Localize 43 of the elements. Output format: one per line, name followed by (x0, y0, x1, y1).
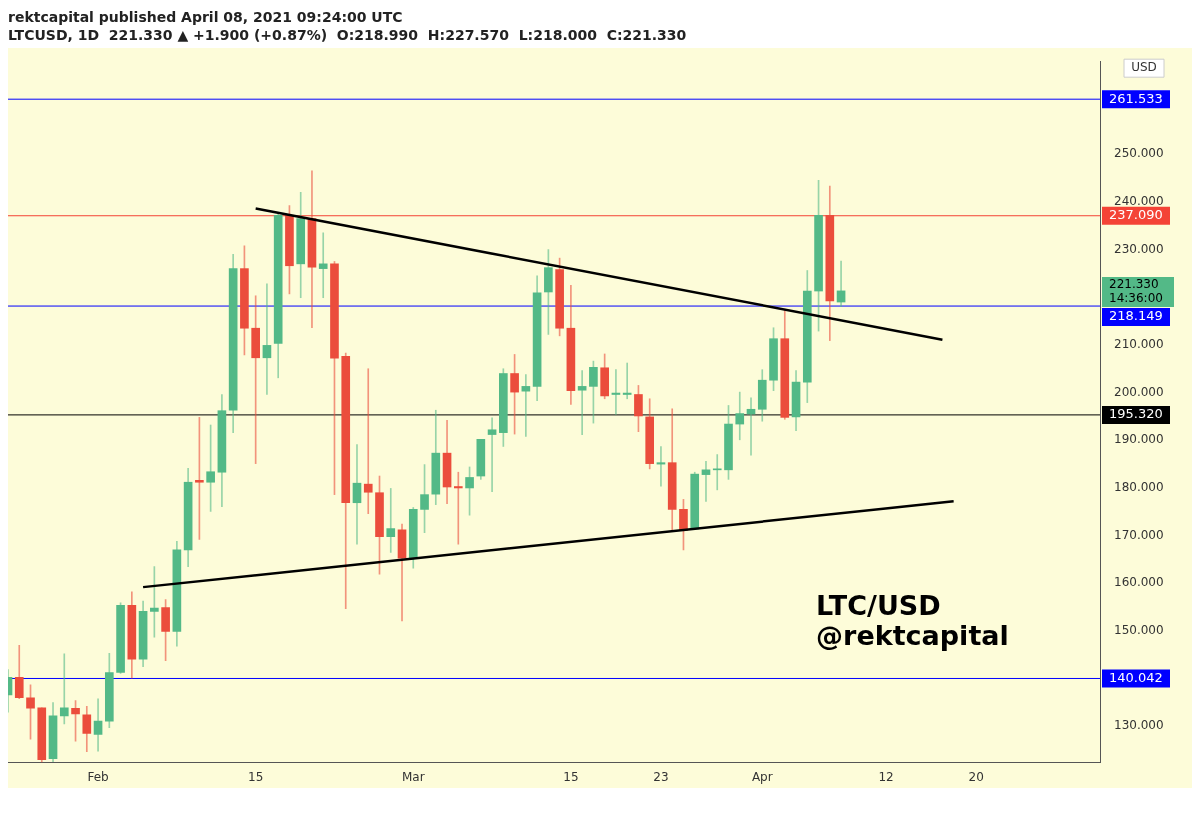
candlestick (352, 444, 362, 545)
x-tick-label: 15 (563, 769, 579, 784)
x-tick-label: Feb (87, 769, 109, 784)
y-tick-label: 160.000 (1114, 575, 1164, 590)
chart-title: rektcapital published April 08, 2021 09:24:00 UTC (8, 8, 404, 26)
candlestick (386, 488, 396, 553)
x-tick-label: 15 (248, 769, 264, 784)
y-tick-label: 130.000 (1114, 718, 1164, 733)
candlestick (318, 232, 328, 299)
text: 221.330 (1109, 277, 1159, 292)
y-tick-label: 240.000 (1114, 193, 1164, 208)
x-tick-label: 23 (653, 769, 669, 784)
x-tick-label: Apr (751, 769, 773, 784)
candlestick (262, 283, 272, 395)
candlestick (622, 362, 632, 400)
y-tick-label: 190.000 (1114, 432, 1164, 447)
ref-line-label: 261.533 (1109, 90, 1163, 106)
annotation: LTC/USD (816, 590, 941, 622)
candlestick (577, 370, 587, 435)
chart-subtitle: LTCUSD, 1D 221.330 ▲ +1.900 (+0.87%) O:218.990 H:227.570 L:218.000 C:221.330 (8, 26, 688, 44)
x-tick-label: 12 (878, 769, 894, 784)
candlestick (735, 391, 745, 441)
candlestick (251, 295, 260, 464)
candlestick (453, 471, 463, 545)
annotation: @rektcapital (816, 620, 1009, 652)
ref-line-label: 195.320 (1109, 406, 1163, 422)
candlestick (59, 653, 69, 725)
ref-line-label: 218.149 (1109, 308, 1163, 324)
y-axis-title: USD (1131, 60, 1157, 75)
x-tick-label: 20 (968, 769, 984, 784)
candlestick (363, 368, 373, 515)
y-tick-label: 210.000 (1114, 337, 1164, 352)
y-tick-label: 180.000 (1114, 480, 1164, 495)
ref-line-label: 140.042 (1109, 669, 1163, 685)
y-tick-label: 200.000 (1114, 384, 1164, 399)
y-tick-label: 170.000 (1114, 527, 1164, 542)
y-tick-label: 230.000 (1114, 241, 1164, 256)
y-tick-label: 150.000 (1114, 623, 1164, 638)
text: 14:36:00 (1109, 291, 1163, 306)
y-tick-label: 250.000 (1114, 146, 1164, 161)
candlestick (487, 417, 497, 493)
ref-line-label: 237.090 (1109, 207, 1163, 223)
x-tick-label: Mar (401, 769, 425, 784)
